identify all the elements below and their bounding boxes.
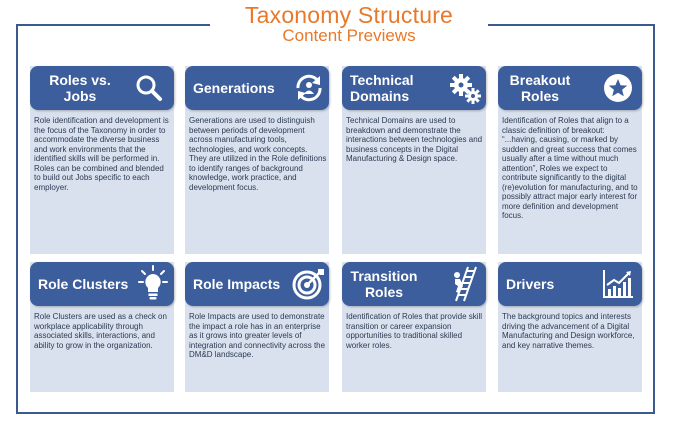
- card-header: Roles vs. Jobs: [30, 66, 174, 110]
- title-block: Taxonomy Structure Content Previews: [210, 3, 488, 47]
- card-title-line: Technical: [350, 72, 414, 88]
- card-header: Generations: [185, 66, 329, 110]
- lightbulb-icon: [138, 265, 168, 300]
- card-title-line: Transition: [350, 268, 418, 284]
- card-title-line: Generations: [193, 80, 275, 96]
- card-title-line: Roles: [364, 284, 404, 300]
- card-body: Role Impacts are used to demonstrate the…: [189, 312, 326, 359]
- card-title-line: Domains: [350, 88, 410, 104]
- refresh-person-icon: [296, 74, 322, 102]
- page-subtitle: Content Previews: [282, 26, 416, 45]
- page-title: Taxonomy Structure: [244, 2, 454, 28]
- card-title-line: Drivers: [506, 276, 555, 292]
- star-badge-icon: [604, 74, 632, 102]
- card-title-line: Jobs: [63, 88, 97, 104]
- card-body: Technical Domains are used to breakdown …: [346, 116, 483, 163]
- card-body: The background topics and interests driv…: [502, 312, 635, 350]
- magnifier-icon: [136, 75, 162, 101]
- card-header: Role Impacts: [185, 262, 329, 306]
- card-header: Breakout Roles: [498, 66, 642, 110]
- card-body: Role identification and development is t…: [34, 116, 169, 192]
- card-header: Transition Roles: [342, 262, 486, 306]
- card-body: Generations are used to distinguish betw…: [189, 116, 327, 192]
- ladder-climber-icon: [454, 266, 477, 302]
- card-body: Identification of Roles that align to a …: [502, 116, 638, 220]
- gears-icon: [450, 74, 481, 104]
- card-title-line: Roles: [520, 88, 560, 104]
- growth-chart-icon: [603, 270, 633, 298]
- card-title-line: Role Clusters: [38, 276, 129, 292]
- card-title-line: Roles vs.: [49, 72, 111, 88]
- card-header: Drivers: [498, 262, 642, 306]
- card-body: Identification of Roles that provide ski…: [346, 312, 483, 350]
- card-body: Role Clusters are used as a check on wor…: [34, 312, 167, 350]
- card-header: Role Clusters: [30, 262, 174, 306]
- card-header: Technical Domains: [342, 66, 486, 110]
- card-title-line: Role Impacts: [193, 276, 281, 292]
- target-icon: [292, 269, 324, 300]
- card-title-line: Breakout: [509, 72, 571, 88]
